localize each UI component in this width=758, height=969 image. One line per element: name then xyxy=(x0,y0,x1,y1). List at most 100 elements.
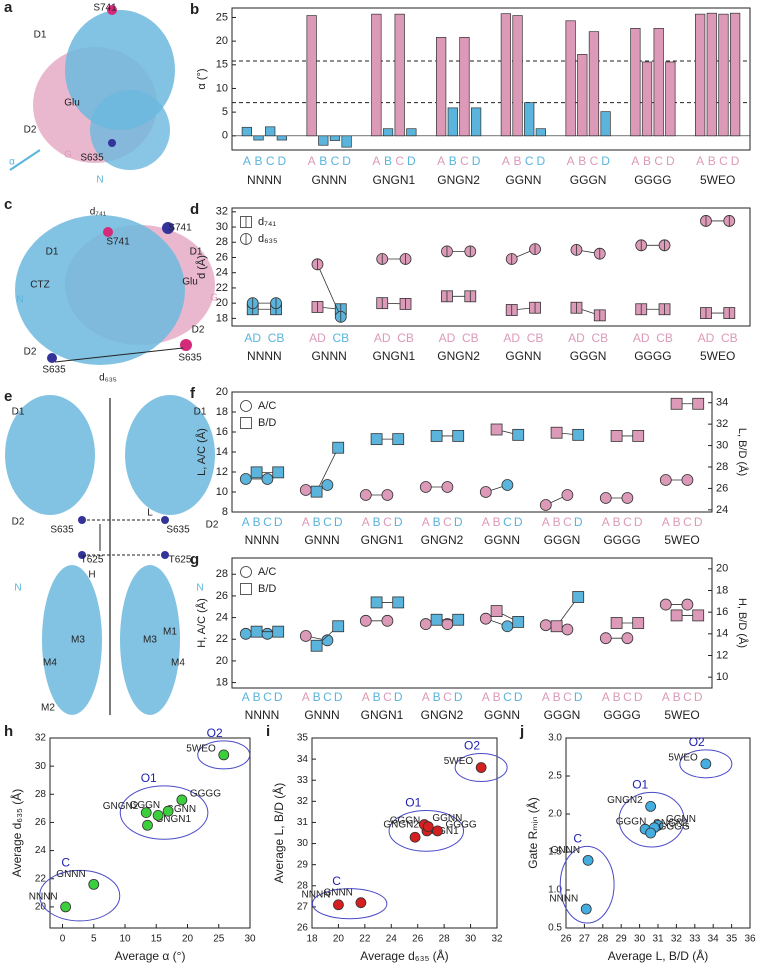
subunit-label: B xyxy=(673,515,681,529)
subunit-label: C xyxy=(525,154,534,168)
point xyxy=(422,821,434,833)
subunit-label: D xyxy=(694,690,703,704)
bar xyxy=(265,126,276,137)
point-label: GGNN xyxy=(432,813,462,824)
subunit-label: AD xyxy=(503,331,520,345)
bar xyxy=(459,36,470,137)
cluster-label: C xyxy=(573,832,582,846)
panel-label: h xyxy=(4,723,13,740)
point xyxy=(670,397,683,410)
cluster-outline xyxy=(311,888,388,920)
x-tick-label: 33 xyxy=(689,934,701,945)
y-axis-title: L, A/C (Å) xyxy=(195,428,208,476)
group-label: NNNN xyxy=(247,349,282,363)
subunit-label: D xyxy=(454,515,463,529)
point xyxy=(250,466,263,479)
group-label: GNGN1 xyxy=(373,173,416,187)
subunit-label: AD xyxy=(374,331,391,345)
structure-label: D2 xyxy=(12,517,25,528)
point xyxy=(700,758,712,770)
structure-label: S635 xyxy=(50,525,74,536)
structure-label: N xyxy=(96,175,103,186)
point xyxy=(359,614,372,627)
subunit-label: C xyxy=(503,515,512,529)
panel-label: a xyxy=(4,0,13,16)
point-label: 5WEO xyxy=(668,752,698,763)
subunit-label: A xyxy=(567,154,575,168)
point-label: GGGG xyxy=(659,822,690,833)
atom xyxy=(78,551,86,559)
subunit-label: A xyxy=(242,690,250,704)
subunit-label: AD xyxy=(698,331,715,345)
point-label: GNGN2 xyxy=(103,801,139,812)
point-label: GNNN xyxy=(551,845,580,856)
plot-frame xyxy=(231,7,751,151)
subunit-label: A xyxy=(602,515,610,529)
subunit-label: B xyxy=(253,515,261,529)
group-label: GNNN xyxy=(304,533,339,547)
group-label: GGGG xyxy=(603,708,640,722)
atom xyxy=(161,551,169,559)
subunit-label: AD xyxy=(309,331,326,345)
y-tick-label: 20 xyxy=(216,35,228,47)
y-tick-label: 10 xyxy=(216,486,228,498)
subunit-label: B xyxy=(373,515,381,529)
ribbon xyxy=(125,395,215,515)
point xyxy=(572,428,585,441)
point xyxy=(299,630,312,642)
point xyxy=(599,632,612,645)
subunit-label: A xyxy=(243,154,251,168)
plot-frame xyxy=(311,737,498,929)
x-tick-label: 0 xyxy=(60,934,66,945)
bar xyxy=(535,128,546,137)
structure-label: S635 xyxy=(42,365,66,376)
atom xyxy=(162,222,174,234)
structure-label: CTZ xyxy=(30,280,49,291)
structure-label: M3 xyxy=(143,635,157,646)
point-label: GGGG xyxy=(190,789,221,800)
bar xyxy=(276,135,287,141)
structure-label: D2 xyxy=(24,347,37,358)
x-tick-label: 25 xyxy=(213,934,225,945)
subunit-label: CB xyxy=(397,331,414,345)
structure-a xyxy=(9,5,175,171)
y-axis-title: d (Å) xyxy=(195,255,208,279)
structure-label: S635 xyxy=(178,353,202,364)
legend-symbol xyxy=(240,566,252,578)
subunit-label: C xyxy=(266,154,275,168)
point xyxy=(645,827,657,839)
subunit-label: D xyxy=(278,154,287,168)
point xyxy=(152,810,164,821)
structure-label: H xyxy=(88,570,95,581)
panel-label: c xyxy=(4,196,12,213)
group-label: GNGN2 xyxy=(437,173,480,187)
legend-label: d₆₃₅ xyxy=(258,233,277,245)
x-tick-label: 32 xyxy=(491,934,503,945)
x-tick-label: 30 xyxy=(244,934,256,945)
panel-label: e xyxy=(4,388,12,405)
point xyxy=(60,901,72,913)
structure-label: S741 xyxy=(168,223,192,234)
y-tick-label: 1.5 xyxy=(548,847,562,858)
subunit-label: A xyxy=(422,690,430,704)
legend-symbol xyxy=(240,400,252,412)
group-label: 5WEO xyxy=(664,533,699,547)
y-tick-label: 16 xyxy=(216,426,228,438)
y-tick-label: 33 xyxy=(297,775,309,786)
structure-label: α xyxy=(9,157,15,168)
point-label: GNGN1 xyxy=(653,818,689,829)
structure-label: Glu xyxy=(182,277,198,288)
y-tick-label: 3.0 xyxy=(548,733,562,744)
subunit-label: C xyxy=(460,154,469,168)
point xyxy=(359,489,372,501)
subunit-label: D xyxy=(634,690,643,704)
structure-label: N xyxy=(16,295,23,306)
subunit-label: C xyxy=(563,690,572,704)
structure-label: G xyxy=(210,293,218,304)
point xyxy=(332,620,345,633)
y-tick-label: 30 xyxy=(297,838,309,849)
y-axis-title: H, A/C (Å) xyxy=(195,598,208,648)
group-label: GGGN xyxy=(544,533,581,547)
y-tick-label: 22 xyxy=(216,282,228,294)
point xyxy=(441,481,454,493)
